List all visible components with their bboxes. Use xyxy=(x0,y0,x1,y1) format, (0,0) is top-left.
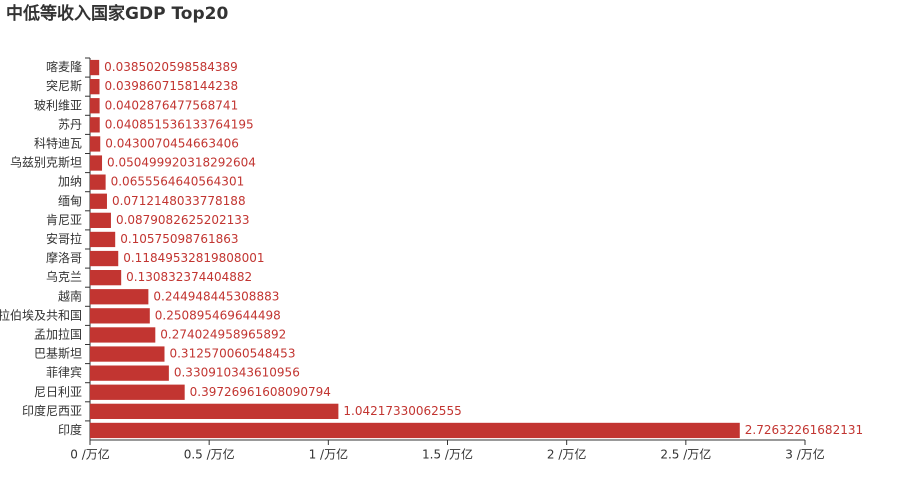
value-label: 0.040851536133764195 xyxy=(105,117,254,131)
bar xyxy=(90,250,119,267)
value-label: 0.0712148033778188 xyxy=(112,194,246,208)
value-label: 0.0402876477568741 xyxy=(105,98,239,112)
value-label: 0.130832374404882 xyxy=(126,270,252,284)
bar xyxy=(90,270,122,286)
chart-title: 中低等收入国家GDP Top20 xyxy=(6,3,228,24)
y-tick-label: 菲律宾 xyxy=(46,365,82,380)
bar xyxy=(90,346,165,362)
value-label: 0.0655564640564301 xyxy=(111,175,245,189)
x-tick-label: 0 /万亿 xyxy=(70,447,110,462)
y-tick-label: 喀麦隆 xyxy=(46,59,82,74)
x-tick-label: 1.5 /万亿 xyxy=(422,447,473,462)
x-tick-label: 2 /万亿 xyxy=(547,447,587,462)
value-label: 0.244948445308883 xyxy=(153,289,279,303)
bar xyxy=(90,403,339,419)
value-label: 0.10575098761863 xyxy=(120,232,238,246)
bar xyxy=(90,59,100,76)
value-label: 0.050499920318292604 xyxy=(107,156,256,170)
y-tick-label: 越南 xyxy=(58,288,82,303)
bar xyxy=(90,79,100,95)
bar xyxy=(90,384,185,400)
bar xyxy=(90,327,156,343)
y-tick-label: 印度尼西亚 xyxy=(22,403,82,418)
bar xyxy=(90,231,116,248)
bar xyxy=(90,422,740,439)
bar xyxy=(90,117,100,133)
value-label: 0.0879082625202133 xyxy=(116,213,250,227)
x-tick-label: 1 /万亿 xyxy=(309,447,349,462)
bar xyxy=(90,174,106,190)
bar xyxy=(90,212,111,228)
value-label: 0.274024958965892 xyxy=(160,327,286,341)
y-tick-label: 安哥拉 xyxy=(46,231,82,246)
x-tick-label: 0.5 /万亿 xyxy=(184,447,235,462)
value-label: 0.11849532819808001 xyxy=(123,251,264,265)
value-label: 0.250895469644498 xyxy=(155,308,281,322)
value-label: 0.0430070454663406 xyxy=(105,136,239,150)
y-tick-label: 巴基斯坦 xyxy=(34,347,82,361)
value-label: 0.312570060548453 xyxy=(169,347,295,361)
y-tick-label: 摩洛哥 xyxy=(46,250,82,265)
y-tick-label: 尼日利亚 xyxy=(34,385,82,399)
bar xyxy=(90,308,150,324)
y-tick-label: 肯尼亚 xyxy=(46,213,82,227)
value-label: 1.04217330062555 xyxy=(343,404,461,418)
x-tick-label: 3 /万亿 xyxy=(785,447,825,462)
y-tick-label: 乌兹别克斯坦 xyxy=(10,155,82,170)
y-tick-label: 印度 xyxy=(58,422,82,437)
value-label: 0.0398607158144238 xyxy=(105,79,239,93)
y-tick-label: 加纳 xyxy=(58,175,82,189)
y-tick-label: 突尼斯 xyxy=(46,78,82,93)
value-label: 0.0385020598584389 xyxy=(104,60,238,74)
y-tick-label: 苏丹 xyxy=(58,117,82,131)
bar xyxy=(90,98,100,114)
bar xyxy=(90,136,101,152)
bar xyxy=(90,155,103,171)
y-tick-label: 拉伯埃及共和国 xyxy=(0,307,82,322)
value-label: 0.39726961608090794 xyxy=(190,385,331,399)
x-tick-label: 2.5 /万亿 xyxy=(660,447,711,462)
y-tick-label: 科特迪瓦 xyxy=(34,135,82,150)
bar xyxy=(90,289,149,305)
value-label: 2.72632261682131 xyxy=(745,423,863,437)
bar xyxy=(90,193,107,209)
y-tick-label: 乌克兰 xyxy=(46,269,82,284)
y-tick-label: 孟加拉国 xyxy=(34,326,82,341)
value-label: 0.330910343610956 xyxy=(174,366,300,380)
bar xyxy=(90,365,169,381)
y-tick-label: 玻利维亚 xyxy=(34,98,82,112)
y-tick-label: 缅甸 xyxy=(58,194,82,208)
